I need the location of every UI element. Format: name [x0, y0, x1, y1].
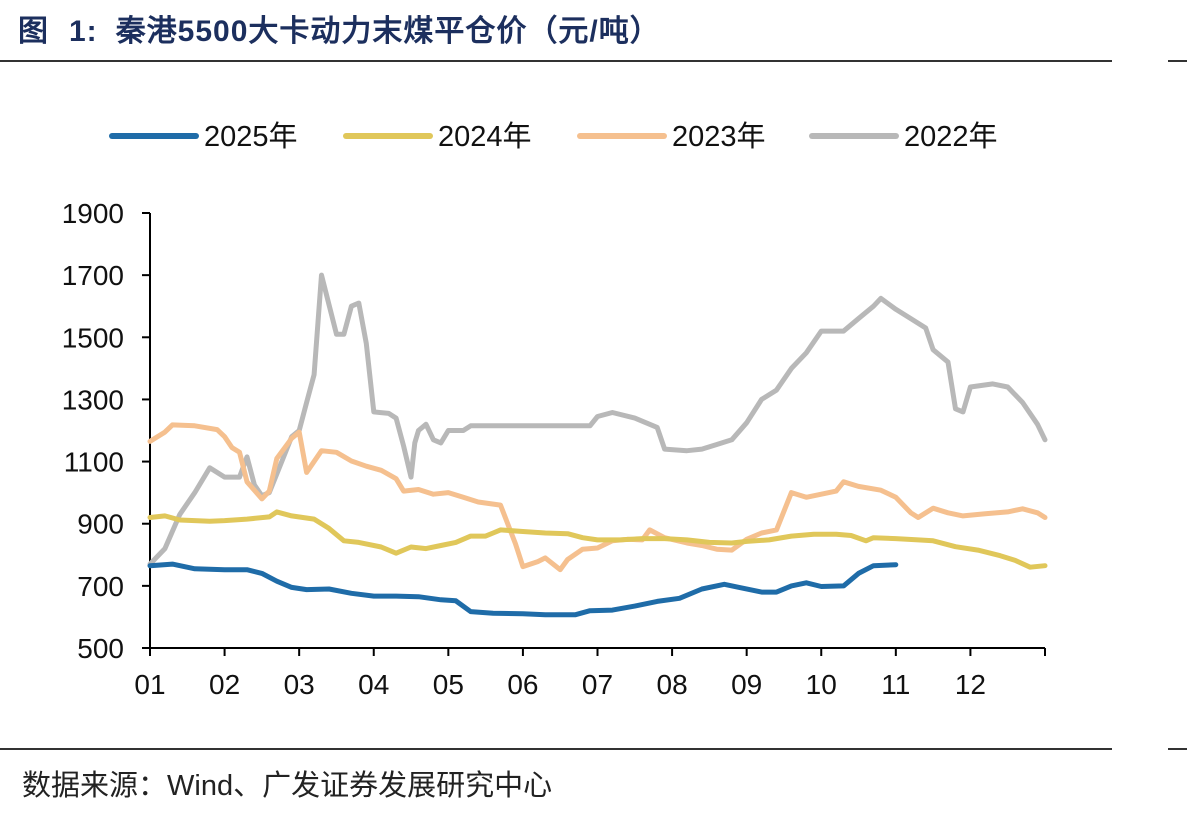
legend-label: 2024年 [438, 120, 532, 153]
y-tick-label: 900 [77, 509, 124, 540]
series-lines [147, 272, 1048, 618]
y-tick-label: 1700 [62, 260, 124, 291]
top-rule [0, 60, 1112, 62]
legend-label: 2022年 [904, 120, 998, 153]
figure-title: 秦港5500大卡动力末煤平仓价（元/吨） [115, 15, 661, 48]
legend-label: 2023年 [672, 120, 766, 153]
x-tick-label: 08 [657, 669, 688, 700]
x-tick-label: 05 [433, 669, 464, 700]
x-tick-label: 04 [358, 669, 389, 700]
y-tick-label: 1900 [62, 198, 124, 229]
x-tick-label: 03 [284, 669, 315, 700]
x-tick-label: 11 [881, 669, 910, 700]
top-rule-short [1168, 60, 1187, 62]
series-line-2022年 [147, 272, 1048, 567]
y-tick-label: 1100 [64, 447, 124, 478]
source-note: 数据来源：Wind、广发证券发展研究中心 [22, 770, 553, 802]
legend: 2025年 2024年 2023年 2022年 [109, 120, 998, 153]
series-line-2025年 [147, 561, 899, 618]
x-tick-label: 12 [955, 669, 986, 700]
figure-number: 1: [69, 15, 98, 48]
chart-title: 图 1: 秦港5500大卡动力末煤平仓价（元/吨） [18, 6, 661, 50]
x-tick-label: 06 [507, 669, 538, 700]
axes: 500 700 900 1100 1300 1500 1700 1900 01 02 03 04 05 0… [62, 198, 1046, 700]
y-tick-label: 1300 [62, 384, 124, 415]
bottom-rule-short [1168, 748, 1187, 750]
series-line-2024年 [147, 509, 1048, 570]
bottom-rule [0, 748, 1112, 750]
x-tick-label: 07 [582, 669, 613, 700]
figure-label: 图 [18, 15, 49, 48]
x-tick-label: 02 [209, 669, 240, 700]
x-tick-label: 01 [134, 669, 165, 700]
x-tick-label: 09 [731, 669, 762, 700]
y-tick-label: 500 [77, 633, 124, 664]
legend-label: 2025年 [204, 120, 298, 153]
series-line-2023年 [147, 422, 1048, 573]
x-tick-label: 10 [806, 669, 837, 700]
y-tick-label: 1500 [62, 322, 124, 353]
y-tick-label: 700 [77, 571, 124, 602]
